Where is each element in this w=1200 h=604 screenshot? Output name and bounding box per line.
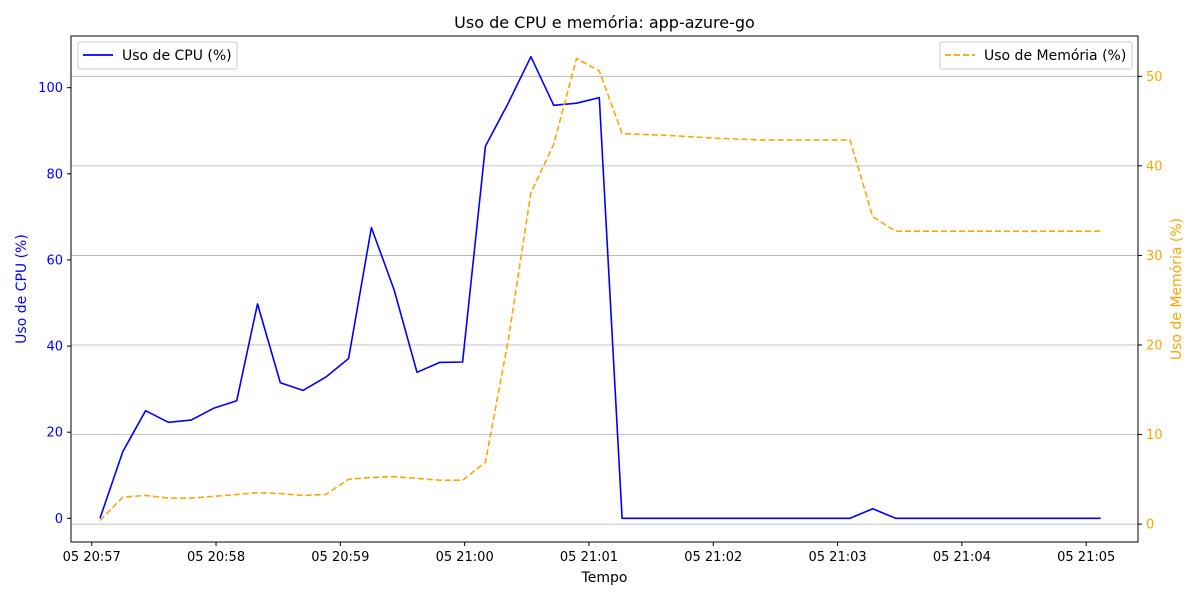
y-axis-right: 0 10 20 30 40 50 — [1138, 70, 1163, 533]
x-tick-label: 05 21:01 — [560, 550, 618, 565]
x-tick-label: 05 21:00 — [436, 550, 494, 565]
x-tick-label: 05 20:58 — [187, 550, 245, 565]
y-axis-right-label: Uso de Memória (%) — [1169, 218, 1185, 360]
memory-series-line — [99, 57, 1101, 522]
plot-frame — [70, 35, 1139, 543]
legend-cpu-box — [77, 41, 238, 70]
y-right-tick-label: 0 — [1146, 518, 1154, 533]
cpu-series-line — [99, 55, 1101, 520]
x-tick-label: 05 20:57 — [63, 550, 121, 565]
y-left-tick-label: 20 — [46, 426, 63, 441]
x-tick-label: 05 20:59 — [311, 550, 369, 565]
y-axis-left: 0 20 40 60 80 100 — [38, 81, 71, 527]
y-right-tick-label: 20 — [1146, 338, 1163, 353]
y-axis-left-label: Uso de CPU (%) — [14, 234, 30, 344]
y-left-tick-label: 60 — [46, 253, 63, 268]
y-left-tick-label: 80 — [46, 167, 63, 182]
y-right-tick-label: 10 — [1146, 428, 1163, 443]
y-left-tick-label: 0 — [55, 512, 63, 527]
legend-cpu-label: Uso de CPU (%) — [122, 48, 232, 64]
legend-memory-box — [939, 41, 1133, 70]
x-tick-label: 05 21:04 — [933, 550, 991, 565]
x-axis-label: Tempo — [581, 570, 628, 586]
y-right-tick-label: 40 — [1146, 159, 1163, 174]
legend-cpu: Uso de CPU (%) — [77, 41, 238, 70]
series-layer — [99, 55, 1101, 522]
x-tick-label: 05 21:03 — [809, 550, 867, 565]
y-right-tick-label: 50 — [1146, 70, 1163, 85]
y-left-tick-label: 40 — [46, 340, 63, 355]
x-axis: 05 20:57 05 20:58 05 20:59 05 21:00 05 21:01… — [63, 542, 1115, 565]
x-tick-label: 05 21:05 — [1057, 550, 1115, 565]
legend-memory-label: Uso de Memória (%) — [984, 48, 1126, 64]
x-tick-label: 05 21:02 — [684, 550, 742, 565]
grid-layer — [71, 75, 1138, 525]
chart-title: Uso de CPU e memória: app-azure-go — [454, 13, 755, 32]
legend-memory: Uso de Memória (%) — [939, 41, 1133, 70]
y-left-tick-label: 100 — [38, 81, 63, 96]
y-right-tick-label: 30 — [1146, 249, 1163, 264]
